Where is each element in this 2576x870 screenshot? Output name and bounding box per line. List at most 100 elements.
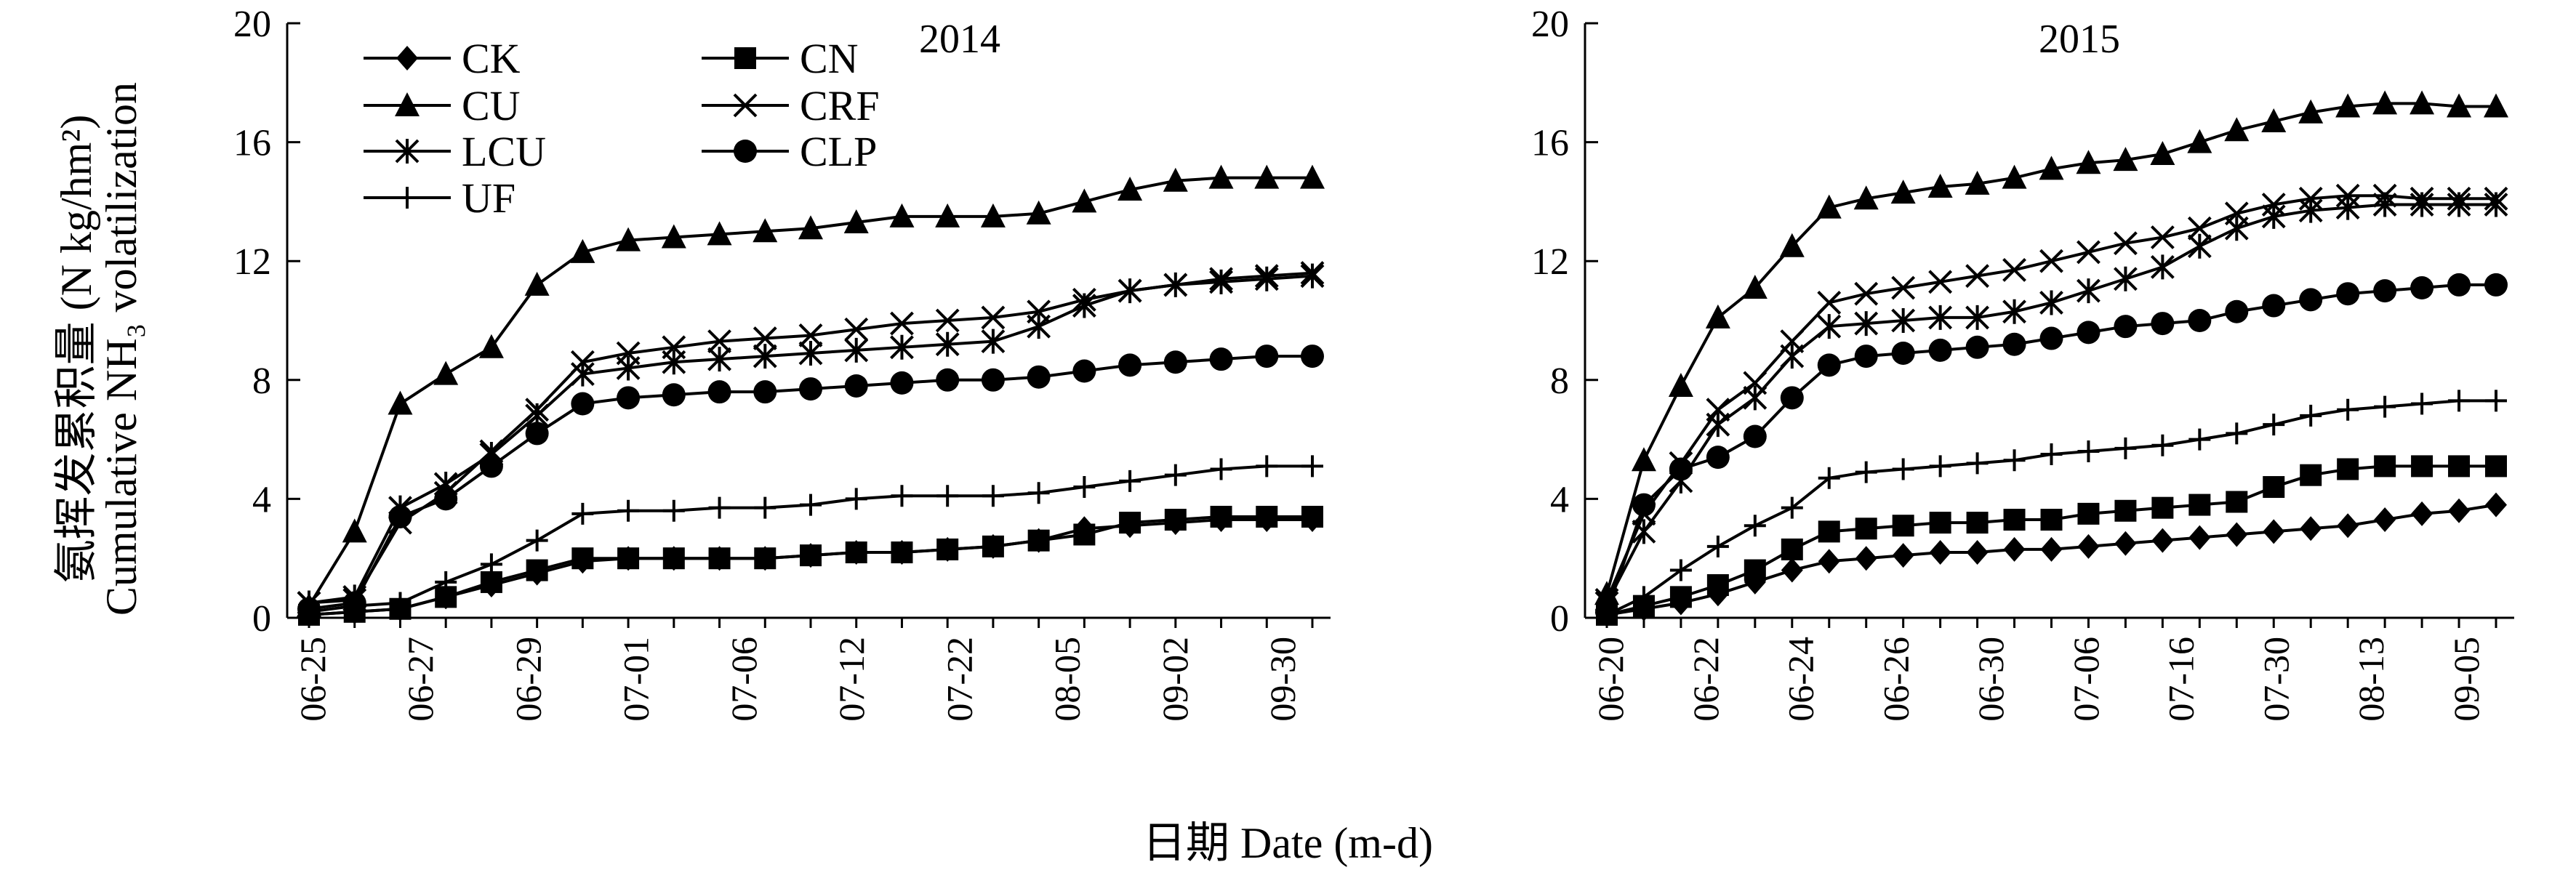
point-clp xyxy=(1669,457,1693,481)
point-clp xyxy=(799,377,822,401)
y-tick-label: 4 xyxy=(252,479,271,520)
point-lcu xyxy=(2150,254,2175,280)
point-uf xyxy=(662,499,685,522)
point-lcu xyxy=(798,340,823,366)
point-lcu xyxy=(2039,290,2063,315)
x-tick-label: 08-13 xyxy=(2351,637,2391,722)
point-uf xyxy=(2337,398,2359,421)
point-clp xyxy=(1301,345,1324,368)
point-cu xyxy=(2076,150,2101,174)
point-ck xyxy=(1818,549,1840,574)
x-tick-label: 07-16 xyxy=(2161,637,2202,722)
point-uf xyxy=(2374,395,2396,418)
point-cn xyxy=(2263,476,2285,499)
y-axis-title-en: Cumulative NH₃ volatilization xyxy=(97,82,145,616)
point-crf xyxy=(2187,216,2212,241)
point-uf xyxy=(754,496,777,519)
point-cu xyxy=(2224,117,2250,142)
point-lcu xyxy=(844,337,869,363)
point-cn xyxy=(2077,502,2100,525)
point-clp xyxy=(1891,341,1915,365)
legend-marker-uf xyxy=(396,187,418,209)
point-cn xyxy=(2226,491,2248,513)
point-clp xyxy=(2002,332,2026,356)
point-cu xyxy=(388,390,413,415)
point-cn xyxy=(1855,517,1877,540)
point-clp xyxy=(2484,273,2508,297)
legend-marker-ck xyxy=(396,46,418,71)
point-cu xyxy=(1742,275,1768,299)
y-tick-label: 8 xyxy=(1550,361,1569,402)
point-ck xyxy=(2003,536,2026,562)
point-cn xyxy=(2374,455,2396,478)
point-uf xyxy=(480,553,502,576)
point-ck xyxy=(2114,531,2137,556)
legend-item-cu: CU xyxy=(364,82,521,129)
series-cu xyxy=(297,164,1325,617)
point-clp xyxy=(1706,446,1730,470)
point-uf xyxy=(708,496,731,519)
point-crf xyxy=(1817,291,1842,315)
point-uf xyxy=(1966,452,1989,475)
point-clp xyxy=(388,504,412,528)
point-cn xyxy=(662,547,685,570)
point-cu xyxy=(980,203,1006,227)
point-ck xyxy=(2337,513,2359,539)
point-uf xyxy=(389,592,412,614)
point-cn xyxy=(1744,559,1766,581)
point-clp xyxy=(525,422,549,446)
legend-label: CRF xyxy=(800,82,880,129)
legend-label: CK xyxy=(462,35,521,82)
point-clp xyxy=(707,380,731,404)
point-cn xyxy=(1929,512,1951,534)
legend-item-crf: CRF xyxy=(702,82,880,129)
point-uf xyxy=(2300,404,2322,427)
x-tick-label: 09-30 xyxy=(1262,637,1303,722)
point-cu xyxy=(1965,170,1990,195)
point-uf xyxy=(2151,434,2174,456)
point-cn xyxy=(708,547,731,570)
point-uf xyxy=(2077,440,2100,462)
point-cu xyxy=(2150,140,2175,165)
point-ck xyxy=(2263,519,2285,544)
point-ck xyxy=(2040,536,2063,562)
legend-label: CLP xyxy=(800,128,877,175)
point-uf xyxy=(298,600,320,623)
point-lcu xyxy=(1300,263,1325,289)
point-lcu xyxy=(1780,344,1805,369)
x-tick-label: 09-02 xyxy=(1155,637,1195,722)
point-crf xyxy=(1854,281,1879,306)
point-uf xyxy=(1855,461,1877,483)
point-cu xyxy=(433,361,459,385)
x-axis-title: 日期 Date (m-d) xyxy=(1142,819,1433,867)
x-tick-label: 07-30 xyxy=(2255,637,2296,722)
point-ck xyxy=(2151,528,2174,553)
point-cu xyxy=(1072,188,1097,213)
point-ck xyxy=(2188,525,2211,550)
point-crf xyxy=(2002,258,2026,282)
point-lcu xyxy=(2335,195,2360,220)
legend-marker-cn xyxy=(734,47,756,69)
point-uf xyxy=(2040,443,2063,466)
point-cu xyxy=(843,209,869,234)
point-cu xyxy=(2261,108,2287,132)
point-cu xyxy=(935,203,960,227)
point-uf xyxy=(1669,559,1692,581)
point-lcu xyxy=(2077,278,2100,304)
y-tick-label: 8 xyxy=(252,361,271,402)
y-tick-label: 20 xyxy=(1531,4,1569,45)
point-uf xyxy=(526,529,548,552)
point-lcu xyxy=(935,331,960,357)
point-lcu xyxy=(2298,198,2323,223)
point-clp xyxy=(2151,312,2175,336)
series-line-uf xyxy=(1606,399,2496,616)
point-uf xyxy=(1073,476,1096,499)
point-cu xyxy=(1779,233,1805,257)
point-clp xyxy=(890,371,914,395)
point-cu xyxy=(1026,200,1051,225)
point-clp xyxy=(2188,309,2212,332)
point-cu xyxy=(1208,164,1234,189)
point-clp xyxy=(2039,326,2063,350)
legend-item-ck: CK xyxy=(364,35,521,82)
point-uf xyxy=(1818,467,1840,489)
